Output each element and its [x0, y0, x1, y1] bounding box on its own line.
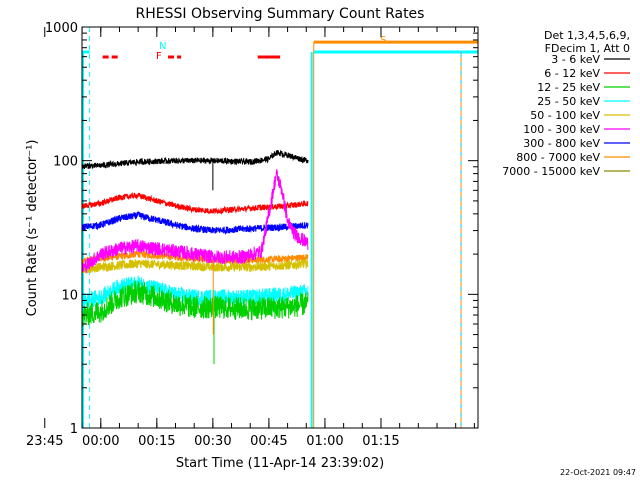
series-line: [82, 191, 309, 215]
marker-label-f: F: [156, 51, 162, 62]
legend-label: 3 - 6 keV: [551, 53, 600, 66]
x-tick-label: 00:15: [138, 434, 175, 449]
y-tick-label: 10: [61, 288, 78, 303]
y-tick-label: 1: [70, 422, 78, 437]
legend-label: 300 - 800 keV: [523, 137, 600, 150]
legend: Det 1,3,4,5,6,9,FDecim 1, Att 03 - 6 keV…: [502, 29, 630, 178]
legend-header: Det 1,3,4,5,6,9,: [544, 29, 630, 42]
y-axis-label: Count Rate (s⁻¹ detector⁻¹): [25, 140, 40, 317]
x-tick-label: 01:15: [362, 434, 399, 449]
series-line: [82, 259, 309, 274]
x-tick-label: 01:00: [306, 434, 343, 449]
y-tick-label: 1000: [45, 21, 78, 36]
marker-label-s: S: [380, 35, 386, 46]
x-tick-label: 00:30: [194, 434, 231, 449]
axes: 1 10 100 1000 23:45 00:00 00:15 00:30 00:45 01:00…: [26, 21, 478, 449]
data-layer: NF S: [82, 27, 478, 428]
legend-label: 12 - 25 keV: [537, 81, 600, 94]
x-axis-label: Start Time (11-Apr-14 23:39:02): [176, 456, 384, 471]
x-tick-label: 00:45: [250, 434, 287, 449]
series-line: [82, 275, 309, 310]
series-line: [82, 168, 309, 276]
chart-title: RHESSI Observing Summary Count Rates: [136, 6, 425, 22]
series-line: [82, 149, 309, 169]
plot-frame: [81, 26, 479, 429]
legend-label: 100 - 300 keV: [523, 123, 600, 136]
x-tick-label: 00:00: [82, 434, 119, 449]
legend-label: 6 - 12 keV: [544, 67, 600, 80]
legend-header: FDecim 1, Att 0: [545, 42, 630, 55]
y-tick-label: 100: [53, 155, 78, 170]
footer-date: 22-Oct-2021 09:47: [560, 468, 636, 477]
x-tick-label: 23:45: [26, 434, 63, 449]
legend-label: 800 - 7000 keV: [516, 151, 600, 164]
series-line: [82, 280, 309, 328]
legend-label: 50 - 100 keV: [530, 109, 600, 122]
series-line: [82, 210, 309, 236]
marker-label-n: N: [159, 41, 166, 52]
legend-label: 7000 - 15000 keV: [502, 165, 600, 178]
legend-label: 25 - 50 keV: [537, 95, 600, 108]
